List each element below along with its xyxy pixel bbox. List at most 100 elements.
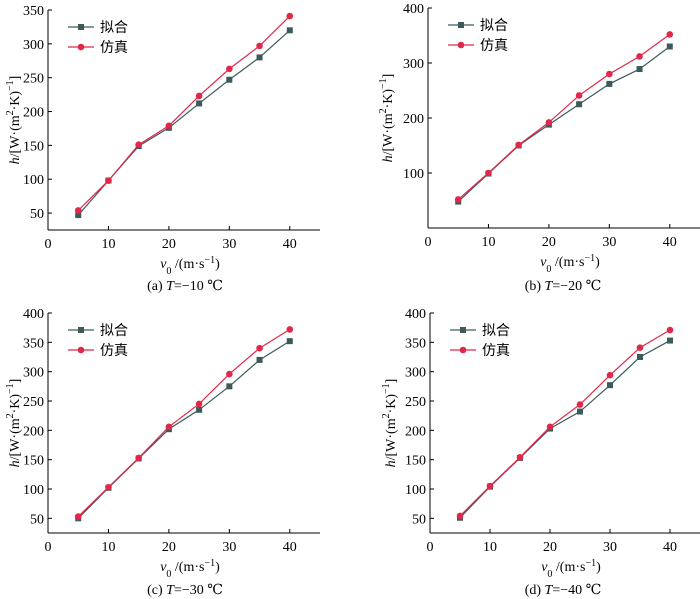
x-tick-label: 0: [45, 237, 52, 252]
y-axis-title: h/[W·(m2·K)−1]: [5, 76, 23, 165]
data-point-fit: [256, 54, 263, 61]
series-line-sim: [457, 33, 671, 200]
y-tick-label: 250: [23, 72, 44, 87]
data-point-sim: [195, 400, 203, 408]
y-tick-label: 350: [23, 4, 44, 19]
legend-label: 仿真: [100, 343, 128, 359]
data-point-sim: [546, 423, 554, 431]
y-tick-label: 300: [405, 366, 426, 381]
y-tick-label: 150: [23, 454, 44, 469]
data-point-sim: [666, 326, 674, 334]
x-tick-label: 30: [222, 237, 236, 252]
x-axis-title: v0 /(m·s−1): [541, 558, 601, 580]
chart-panel-a: 0 10 20 30 40 50 100 150 200 250 300 350 v0 /(m·s−1)…: [5, 4, 320, 294]
legend-marker-circle: [459, 346, 467, 354]
x-tick-label: 10: [481, 235, 495, 250]
x-tick-label: 30: [602, 235, 616, 250]
x-tick-label: 30: [603, 540, 617, 555]
y-tick-label: 150: [23, 139, 44, 154]
legend-label: 拟合: [100, 323, 128, 339]
legend-label: 仿真: [480, 38, 508, 54]
data-point-sim: [515, 141, 522, 149]
y-tick-label: 250: [405, 395, 426, 410]
legend-marker-square: [458, 22, 464, 28]
legend-label: 仿真: [482, 343, 510, 359]
y-tick-label: 350: [23, 336, 44, 351]
data-point-fit: [286, 27, 293, 34]
data-point-fit: [286, 338, 293, 345]
legend-marker-square: [78, 327, 84, 333]
x-tick-label: 20: [542, 235, 556, 250]
legend-marker-square: [460, 327, 466, 333]
legend-marker-square: [78, 24, 84, 30]
x-tick-label: 10: [101, 237, 115, 252]
x-tick-label: 20: [162, 237, 176, 252]
data-point-sim: [454, 196, 462, 203]
y-tick-label: 50: [30, 512, 44, 527]
data-point-sim: [286, 12, 294, 20]
series-line-sim: [77, 328, 291, 518]
series-line-fit: [459, 340, 671, 519]
data-point-fit: [256, 356, 263, 363]
data-point-sim: [666, 31, 674, 38]
x-tick-label: 40: [283, 540, 297, 555]
data-point-sim: [135, 141, 142, 149]
data-point-sim: [486, 482, 494, 490]
panel-caption: (d) T=−40 ℃: [525, 583, 602, 598]
x-tick-label: 0: [427, 540, 434, 555]
y-tick-label: 200: [23, 424, 44, 439]
data-point-fit: [576, 101, 583, 108]
data-point-fit: [606, 80, 613, 87]
data-point-sim: [576, 401, 584, 408]
data-point-sim: [256, 344, 263, 352]
data-point-sim: [226, 370, 233, 378]
data-point-fit: [607, 382, 613, 389]
y-tick-label: 300: [23, 38, 44, 53]
data-point-sim: [165, 122, 173, 130]
legend-marker-circle: [457, 41, 465, 49]
y-tick-label: 400: [403, 2, 424, 17]
y-axis-title: h/[W·(m2·K)−1]: [5, 379, 23, 468]
y-tick-label: 400: [405, 307, 426, 322]
x-axis-title: v0 /(m·s−1): [540, 253, 600, 275]
data-point-fit: [226, 383, 233, 390]
x-tick-label: 10: [101, 540, 115, 555]
data-point-sim: [606, 371, 614, 379]
y-tick-label: 100: [405, 483, 426, 498]
series-line-fit: [77, 340, 291, 519]
y-tick-label: 250: [23, 395, 44, 410]
data-point-sim: [516, 454, 524, 461]
series-line-sim: [459, 329, 671, 517]
legend-label: 拟合: [100, 20, 128, 36]
data-point-fit: [667, 337, 673, 344]
panel-caption: (a) T=−10 ℃: [147, 279, 223, 294]
data-point-fit: [75, 212, 82, 219]
data-point-fit: [226, 76, 233, 83]
x-axis-title: v0 /(m·s−1): [160, 558, 220, 580]
y-tick-label: 100: [23, 173, 44, 188]
x-tick-label: 20: [543, 540, 557, 555]
data-point-sim: [545, 119, 553, 126]
legend-label: 仿真: [100, 40, 128, 56]
data-point-sim: [636, 344, 644, 351]
y-tick-label: 400: [23, 307, 44, 322]
data-point-fit: [577, 408, 583, 415]
data-point-sim: [74, 513, 82, 520]
y-tick-label: 200: [403, 112, 424, 127]
y-tick-label: 150: [405, 454, 426, 469]
y-tick-label: 200: [23, 106, 44, 121]
y-tick-label: 350: [405, 336, 426, 351]
data-point-sim: [74, 207, 82, 214]
legend-label: 拟合: [480, 18, 508, 34]
data-point-sim: [456, 512, 464, 520]
data-point-fit: [637, 354, 643, 360]
y-tick-label: 300: [403, 57, 424, 72]
data-point-sim: [606, 70, 613, 78]
data-point-sim: [256, 42, 263, 50]
x-tick-label: 30: [222, 540, 236, 555]
data-point-sim: [575, 92, 583, 99]
data-point-sim: [105, 483, 112, 491]
data-point-sim: [226, 65, 233, 73]
y-axis-title: h/[W·(m2·K)−1]: [378, 74, 396, 163]
